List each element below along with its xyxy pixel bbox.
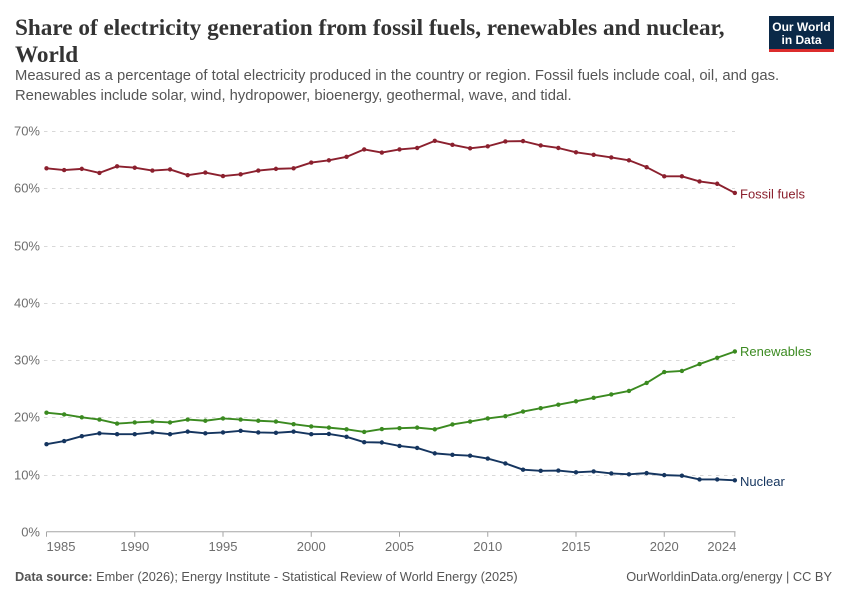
svg-text:70%: 70% xyxy=(14,124,40,139)
svg-text:2010: 2010 xyxy=(473,539,502,554)
svg-text:2020: 2020 xyxy=(650,539,679,554)
svg-text:1985: 1985 xyxy=(47,539,76,554)
svg-text:1990: 1990 xyxy=(120,539,149,554)
svg-text:2005: 2005 xyxy=(385,539,414,554)
svg-text:1995: 1995 xyxy=(209,539,238,554)
svg-text:Renewables: Renewables xyxy=(740,344,812,359)
svg-text:2024: 2024 xyxy=(707,539,736,554)
svg-text:Nuclear: Nuclear xyxy=(740,474,785,489)
svg-text:10%: 10% xyxy=(14,468,40,483)
svg-text:20%: 20% xyxy=(14,410,40,425)
svg-text:60%: 60% xyxy=(14,181,40,196)
svg-text:50%: 50% xyxy=(14,239,40,254)
svg-text:40%: 40% xyxy=(14,296,40,311)
svg-text:0%: 0% xyxy=(21,524,40,539)
svg-text:2000: 2000 xyxy=(297,539,326,554)
svg-text:2015: 2015 xyxy=(562,539,591,554)
svg-text:30%: 30% xyxy=(14,353,40,368)
svg-text:Fossil fuels: Fossil fuels xyxy=(740,187,806,202)
